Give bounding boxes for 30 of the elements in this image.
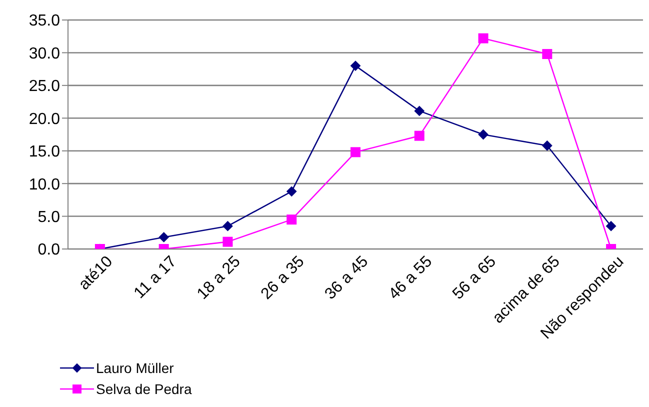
x-tick-label: 11 a 17 xyxy=(131,253,180,302)
y-tick-label: 15.0 xyxy=(28,144,60,161)
point xyxy=(542,49,552,60)
x-tick-label: 36 a 45 xyxy=(322,253,372,303)
point xyxy=(286,186,297,196)
point xyxy=(606,221,616,232)
point xyxy=(414,130,424,141)
y-tick-label: 10.0 xyxy=(28,176,60,194)
point xyxy=(222,236,233,247)
y-tick-label: 0.0 xyxy=(38,242,60,259)
y-tick-label: 25.0 xyxy=(28,78,60,96)
x-tick-label: 26 a 35 xyxy=(258,253,308,303)
point xyxy=(286,214,297,225)
point xyxy=(158,232,169,242)
x-tick-label: 46 a 55 xyxy=(386,253,436,303)
x-tick-label: 18 a 25 xyxy=(194,253,244,303)
point xyxy=(414,106,424,116)
legend-label: Lauro Müller xyxy=(96,360,174,376)
point xyxy=(478,33,488,44)
point xyxy=(350,60,360,71)
legend-label: Selva de Pedra xyxy=(96,380,192,396)
y-tick-label: 5.0 xyxy=(38,208,60,226)
point xyxy=(222,221,233,232)
x-tick-label: 56 a 65 xyxy=(450,253,500,303)
y-tick-label: 20.0 xyxy=(28,110,60,128)
point xyxy=(350,147,360,158)
y-tick-label: 30.0 xyxy=(28,45,60,62)
point xyxy=(542,140,552,151)
point xyxy=(478,130,488,140)
y-tick-label: 35.0 xyxy=(28,12,60,30)
